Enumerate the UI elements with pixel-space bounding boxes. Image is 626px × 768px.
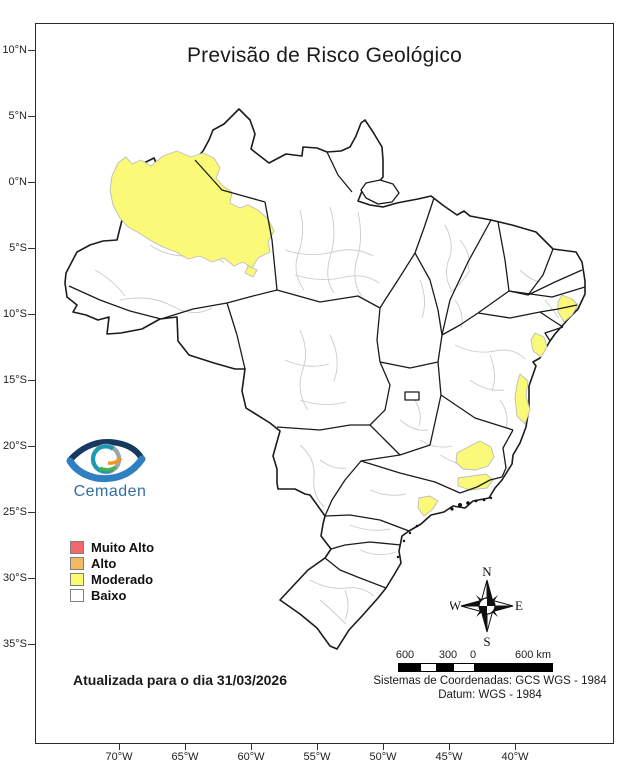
scale-bar (398, 663, 553, 672)
latitude-tick (28, 182, 36, 183)
latitude-tick (28, 248, 36, 249)
legend-label: Muito Alto (91, 539, 155, 555)
municipal-borders (94, 206, 560, 625)
latitude-tick-label: 0°N (8, 176, 27, 188)
latitude-tick (28, 578, 36, 579)
legend-row-moderado: Moderado (70, 571, 154, 587)
latitude-tick-label: 30°S (3, 572, 27, 584)
latitude-tick (28, 380, 36, 381)
legend-row-muito-alto: Muito Alto (70, 539, 155, 555)
legend-swatch (70, 588, 84, 602)
legend-row-alto: Alto (70, 555, 117, 571)
state-borders (68, 151, 586, 589)
scale-label-0: 0 (469, 649, 477, 661)
latitude-tick-label: 35°S (3, 638, 27, 650)
risk-area-litoral-sergipe (530, 332, 548, 358)
latitude-tick-label: 5°S (9, 242, 27, 254)
latitude-tick-label: 10°S (3, 308, 27, 320)
risk-area-litoral-sul-bahia (514, 373, 531, 425)
legend-label: Baixo (91, 587, 127, 603)
risk-area-litoral-sao-paulo (417, 495, 439, 517)
longitude-tick-label: 50°W (369, 751, 397, 763)
longitude-tick (251, 743, 252, 750)
cemaden-wordmark: Cemaden (73, 483, 147, 500)
compass-label-n: N (482, 564, 492, 579)
compass-rose: N S W E (450, 564, 523, 649)
longitude-tick-label: 70°W (105, 751, 133, 763)
scale-bar-segment (454, 664, 474, 671)
latitude-tick (28, 446, 36, 447)
risk-areas-moderado (109, 150, 579, 517)
compass-hub-quadrant-sw (479, 606, 487, 614)
risk-area-litoral-rio-de-janeiro (457, 473, 494, 491)
risk-area-leste-minas-espirito-santo (455, 440, 495, 471)
legend-swatch (70, 556, 84, 570)
latitude-tick (28, 116, 36, 117)
longitude-tick (383, 743, 384, 750)
eye-upper-lid (67, 439, 145, 463)
longitude-tick-label: 40°W (501, 751, 529, 763)
latitude-tick (28, 314, 36, 315)
iris-green-arc (99, 465, 117, 472)
latitude-tick (28, 50, 36, 51)
longitude-tick-label: 55°W (303, 751, 331, 763)
compass-label-w: W (450, 598, 462, 613)
compass-label-s: S (483, 634, 490, 649)
latitude-tick-label: 15°S (3, 374, 27, 386)
coordinate-system-line1: Sistemas de Coordenadas: GCS WGS - 1984 (373, 675, 607, 687)
longitude-tick (317, 743, 318, 750)
risk-area-litoral-pernambuco-alagoas (557, 294, 579, 323)
longitude-tick-label: 65°W (171, 751, 199, 763)
map-frame (35, 23, 614, 744)
latitude-tick (28, 512, 36, 513)
update-note: Atualizada para o dia 31/03/2026 (73, 672, 287, 688)
latitude-tick-label: 20°S (3, 440, 27, 452)
legend-swatch (70, 572, 84, 586)
cemaden-logo (66, 439, 146, 483)
coordinate-system-note: Sistemas de Coordenadas: GCS WGS - 1984 … (372, 675, 608, 702)
iris-orange-arc (107, 456, 123, 465)
scale-label-600km: 600 km (514, 649, 552, 661)
latitude-tick (28, 644, 36, 645)
map-title: Previsão de Risco Geológico (186, 44, 463, 67)
scale-label-600-left: 600 (395, 649, 415, 661)
longitude-tick (449, 743, 450, 750)
latitude-tick-label: 10°N (2, 44, 27, 56)
longitude-tick-label: 45°W (435, 751, 463, 763)
compass-label-e: E (515, 598, 523, 613)
latitude-tick-label: 5°N (8, 110, 27, 122)
coordinate-system-line2: Datum: WGS - 1984 (438, 688, 542, 701)
longitude-tick (119, 743, 120, 750)
longitude-tick-label: 60°W (237, 751, 265, 763)
longitude-tick (515, 743, 516, 750)
legend-swatch (70, 540, 84, 554)
legend-label: Moderado (91, 571, 154, 587)
scale-bar-segment (436, 664, 454, 671)
compass-hub-quadrant-ne (487, 598, 495, 606)
scale-bar-segment (421, 664, 436, 671)
risk-area-amazonas-sul-apendice (244, 265, 258, 278)
legend-row-baixo: Baixo (70, 587, 127, 603)
scale-bar-segment (474, 664, 552, 671)
scale-bar-segment (399, 664, 421, 671)
latitude-tick-label: 25°S (3, 506, 27, 518)
coastal-islands (396, 496, 493, 559)
eye-lower-lid (66, 455, 146, 483)
scale-label-300: 300 (438, 649, 458, 661)
marajo-island (360, 179, 400, 205)
longitude-tick (185, 743, 186, 750)
legend-label: Alto (91, 555, 117, 571)
